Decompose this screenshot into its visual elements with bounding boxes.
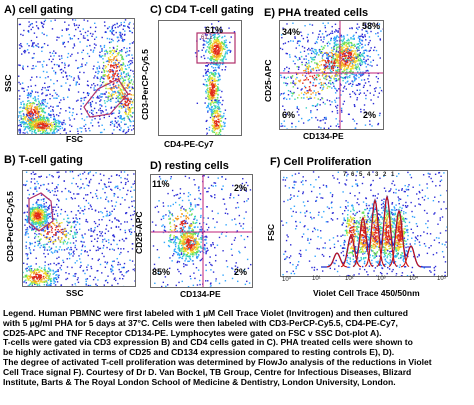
- panel-b-title: B) T-cell gating: [4, 154, 83, 166]
- panel-e-q-lower-right: 2%: [363, 110, 377, 120]
- legend-line: CD25-APC and TNF Receptor CD134-PE. Lymp…: [3, 327, 382, 338]
- panel-a-dotplot: [18, 19, 134, 134]
- panel-f-title: F) Cell Proliferation: [270, 156, 372, 168]
- panel-f-tick-5: 10⁵: [437, 276, 447, 282]
- figure-legend: Legend. Human PBMNC were first labeled w…: [3, 309, 471, 403]
- panel-e-ylabel: CD25-APC: [263, 59, 273, 102]
- panel-a-plot: [17, 18, 135, 135]
- panel-d-plot: [150, 174, 253, 288]
- legend-line: Institute, Barts & The Royal London Scho…: [3, 376, 396, 387]
- panel-e-plot: [279, 20, 384, 130]
- panel-f-tick-1: 10¹: [312, 276, 321, 282]
- panel-e-xlabel: CD134-PE: [303, 131, 344, 141]
- legend-line: The degree of activated T-cell prolifera…: [3, 356, 432, 367]
- legend-line: Legend. Human PBMNC were first labeled w…: [3, 309, 408, 318]
- panel-d-xlabel: CD134-PE: [180, 289, 221, 299]
- panel-e-q-upper-right: 58%: [362, 21, 381, 31]
- panel-e-title: E) PHA treated cells: [264, 7, 369, 19]
- panel-a-xlabel: FSC: [66, 134, 83, 144]
- panel-d-q-upper-left: 11%: [152, 179, 170, 189]
- panel-f-tick-0: 10⁰: [282, 277, 292, 283]
- panel-a-ylabel: SSC: [3, 74, 13, 92]
- panel-d-q-lower-left: 85%: [152, 267, 171, 277]
- legend-line: with 5 µg/ml PHA for 5 days at 37°C. Cel…: [3, 317, 398, 328]
- panel-c-title: C) CD4 T-cell gating: [150, 4, 254, 16]
- legend-line: T-cells were gated via CD3 expression B)…: [3, 337, 413, 348]
- panel-c-dotplot: [194, 21, 236, 135]
- panel-f-tick-4: 10⁴: [409, 276, 419, 282]
- panel-e-dotplot: [280, 21, 383, 129]
- panel-c-xlabel: CD4-PE-Cy7: [164, 139, 214, 149]
- panel-b-xlabel: SSC: [66, 288, 84, 298]
- panel-f-proliferation-plot: [281, 171, 447, 276]
- panel-d-title: D) resting cells: [150, 160, 229, 172]
- panel-d-ylabel: CD25-APC: [134, 211, 144, 254]
- panel-b-ylabel: CD3-PerCP-Cy5.5: [5, 191, 15, 262]
- panel-c-plot: 61.2: [158, 20, 242, 136]
- panel-f-tick-2: 10²: [345, 276, 354, 282]
- panel-f-plot: [280, 170, 448, 277]
- panel-c-gate-percent: 61%: [205, 25, 224, 35]
- panel-f-xlabel: Violet Cell Trace 450/50nm: [313, 288, 420, 298]
- panel-f-tick-3: 10³: [377, 276, 386, 282]
- panel-d-dotplot: [151, 175, 252, 287]
- panel-c-gate-label: 61.2: [201, 35, 213, 41]
- panel-b-plot: [22, 170, 136, 287]
- panel-e-q-lower-left: 6%: [282, 110, 296, 120]
- panel-e-q-upper-left: 34%: [282, 27, 301, 37]
- panel-b-dotplot: [23, 171, 135, 286]
- panel-d-q-upper-right: 2%: [234, 183, 248, 193]
- panel-f-peak-labels: 7 6 5 4 3 2 1: [343, 172, 396, 178]
- legend-line: be highly activated in terms of CD25 and…: [3, 347, 395, 358]
- panel-c-ylabel: CD3-PerCP-Cy5.5: [140, 49, 150, 120]
- panel-d-q-lower-right: 2%: [234, 267, 248, 277]
- panel-a-title: A) cell gating: [4, 4, 74, 16]
- legend-line: Cell Trace signal F). Courtesy of Dr D. …: [3, 366, 412, 377]
- panel-f-ylabel: FSC: [266, 224, 276, 241]
